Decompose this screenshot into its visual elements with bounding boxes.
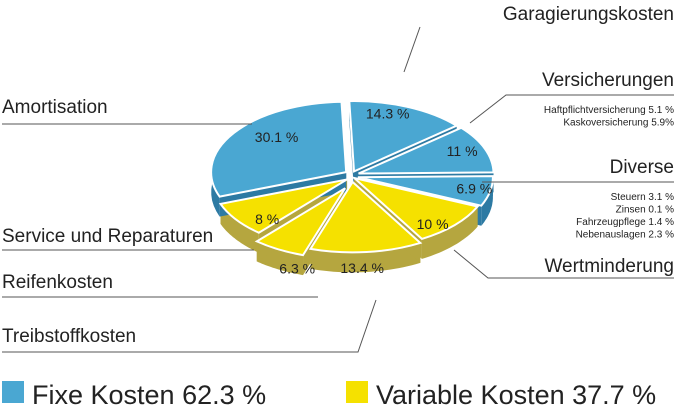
category-label-2: Diverse <box>610 157 674 178</box>
slice-treibstoffkosten <box>308 180 423 254</box>
slice-garagierungskosten <box>348 100 459 173</box>
category-label-5: Reifenkosten <box>2 272 113 293</box>
value-label-0: 14.3 % <box>366 105 410 121</box>
detail-label-1-0: Haftpflichtversicherung 5.1 % <box>544 105 674 116</box>
slice-amortisation <box>210 100 348 198</box>
value-label-2: 6.9 % <box>456 181 492 197</box>
category-label-6: Service und Reparaturen <box>2 226 213 247</box>
detail-label-2-0: Steuern 3.1 % <box>611 192 674 203</box>
legend: Fixe Kosten 62.3 % Variable Kosten 37.7 … <box>2 380 656 410</box>
slice-diverse <box>357 175 494 207</box>
value-label-5: 6.3 % <box>279 260 315 276</box>
slice-wertminderung <box>350 176 480 241</box>
category-label-7: Amortisation <box>2 97 108 118</box>
value-label-1: 11 % <box>447 143 478 159</box>
detail-label-2-2: Fahrzeugpflege 1.4 % <box>576 217 674 228</box>
leader-line-4 <box>2 299 377 353</box>
legend-swatch-fixed <box>2 381 24 403</box>
value-label-6: 8 % <box>255 211 279 227</box>
detail-label-2-1: Zinsen 0.1 % <box>616 205 674 216</box>
leader-lines <box>2 26 674 353</box>
leader-line-1 <box>469 94 674 124</box>
legend-label-variable: Variable Kosten 37.7 % <box>376 380 656 410</box>
slice-side-2 <box>481 176 493 226</box>
leader-line-0 <box>403 26 421 73</box>
pie-slices <box>210 100 495 257</box>
category-label-4: Treibstoffkosten <box>2 326 136 347</box>
detail-label-1-1: Kaskoversicherung 5.9% <box>563 118 674 129</box>
slice-reifenkosten <box>254 187 346 257</box>
slice-side-4 <box>310 242 421 273</box>
slice-labels: 14.3 % 11 % 6.9 % 10 % 13.4 % 6.3 % 8 % 30.1 % G… <box>2 4 674 347</box>
category-label-3: Wertminderung <box>544 256 674 277</box>
value-label-7: 30.1 % <box>255 129 299 145</box>
slice-service-und-reparaturen <box>218 178 348 234</box>
category-label-1: Versicherungen <box>542 70 674 91</box>
slice-versicherungen <box>358 126 495 175</box>
leader-line-3 <box>453 249 674 279</box>
legend-label-fixed: Fixe Kosten 62.3 % <box>32 380 266 410</box>
category-label-0: Garagierungskosten <box>503 4 674 25</box>
value-label-4: 13.4 % <box>340 260 384 276</box>
detail-label-2-3: Nebenauslagen 2.3 % <box>576 230 675 241</box>
legend-swatch-variable <box>346 381 368 403</box>
value-label-3: 10 % <box>417 216 449 232</box>
